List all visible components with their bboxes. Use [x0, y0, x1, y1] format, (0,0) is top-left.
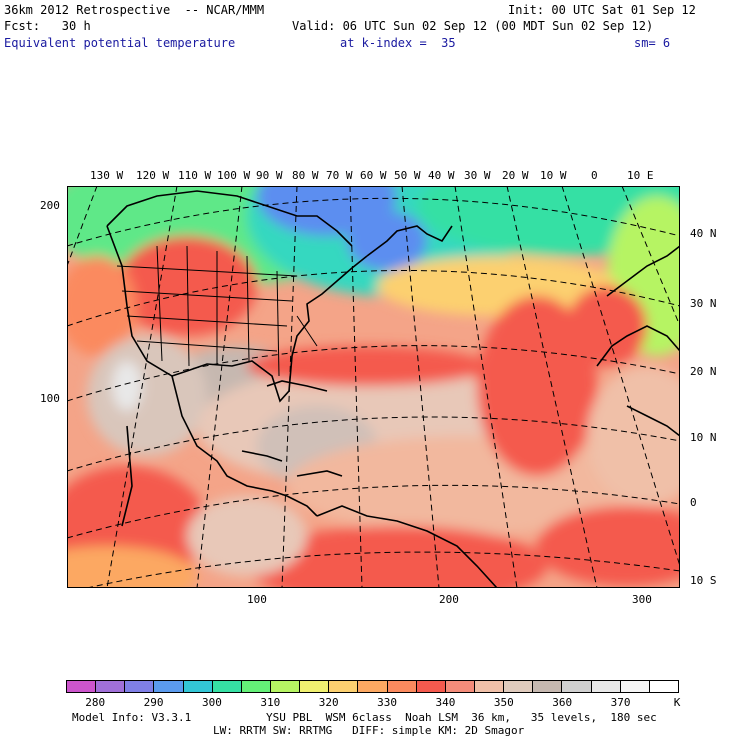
lon-label: 30 W: [464, 169, 491, 182]
grid-x-label: 200: [439, 593, 459, 606]
diffusion-info: LW: RRTM SW: RRTMG DIFF: simple KM: 2D S…: [213, 724, 525, 737]
colorbar-swatch: [154, 681, 184, 692]
lon-label: 60 W: [360, 169, 387, 182]
theta-e-shading: [67, 186, 680, 588]
colorbar-swatch: [649, 681, 678, 692]
colorbar-swatch: [591, 681, 621, 692]
political-borders: [116, 245, 318, 377]
lon-label: 20 W: [502, 169, 529, 182]
lat-label: 40 N: [690, 227, 717, 240]
model-title: 36km 2012 Retrospective -- NCAR/MMM: [4, 3, 265, 17]
colorbar-tick-label: 330: [377, 696, 398, 709]
colorbar-swatch: [416, 681, 446, 692]
coastlines: [106, 190, 680, 588]
colorbar-swatch: [270, 681, 301, 692]
model-info: Model Info: V3.3.1: [72, 711, 192, 724]
colorbar-tick-label: 290: [143, 696, 164, 709]
colorbar-swatch: [125, 681, 155, 692]
colorbar-swatch: [300, 681, 330, 692]
lat-label: 30 N: [690, 297, 717, 310]
lon-label: 50 W: [394, 169, 421, 182]
lon-label: 110 W: [178, 169, 212, 182]
grid-y-label: 200: [40, 199, 60, 212]
colorbar-tick-label: 370: [610, 696, 631, 709]
colorbar-tick-label: 350: [493, 696, 514, 709]
colorbar-swatch: [329, 681, 359, 692]
colorbar-swatch: [67, 681, 97, 692]
colorbar-swatch: [620, 681, 650, 692]
level-info: at k-index = 35: [340, 36, 456, 50]
lon-label: 90 W: [256, 169, 283, 182]
colorbar-tick-label: 320: [318, 696, 339, 709]
grid-x-label: 100: [247, 593, 267, 606]
lat-label: 0: [690, 496, 697, 509]
map-frame: [67, 186, 680, 588]
lon-label: 130 W: [90, 169, 124, 182]
grid-y-label: 100: [40, 392, 60, 405]
theta-e-map: [67, 186, 680, 588]
colorbar: [66, 680, 679, 693]
colorbar-tick-label: K: [673, 696, 681, 709]
lat-label: 10 S: [690, 574, 717, 587]
colorbar-swatch: [562, 681, 592, 692]
lon-label: 10 E: [627, 169, 654, 182]
lon-label: 70 W: [326, 169, 353, 182]
colorbar-ticks: 280 290 300 310 320 330 340 350 360 370 K: [66, 696, 681, 709]
forecast-hour: Fcst: 30 h: [4, 19, 91, 33]
colorbar-tick-label: 340: [435, 696, 456, 709]
grid-x-label: 300: [632, 593, 652, 606]
physics-info: YSU PBL WSM 6class Noah LSM 36 km, 35 le…: [266, 711, 657, 724]
lat-lon-grid: [67, 186, 680, 588]
init-time: Init: 00 UTC Sat 01 Sep 12: [508, 3, 696, 17]
colorbar-swatch: [358, 681, 388, 692]
colorbar-tick-label: 310: [260, 696, 281, 709]
lon-label: 0: [591, 169, 598, 182]
colorbar-swatch: [387, 681, 417, 692]
colorbar-swatch: [533, 681, 563, 692]
lat-label: 10 N: [690, 431, 717, 444]
colorbar-swatch: [474, 681, 505, 692]
valid-time: Valid: 06 UTC Sun 02 Sep 12 (00 MDT Sun …: [292, 19, 654, 33]
colorbar-tick-label: 360: [552, 696, 573, 709]
smoothing-info: sm= 6: [634, 36, 671, 50]
lon-label: 120 W: [136, 169, 170, 182]
colorbar-swatch: [241, 681, 271, 692]
colorbar-swatch: [183, 681, 213, 692]
lon-label: 80 W: [292, 169, 319, 182]
field-name: Equivalent potential temperature: [4, 36, 236, 50]
colorbar-swatch: [445, 681, 475, 692]
colorbar-swatch: [212, 681, 242, 692]
lat-label: 20 N: [690, 365, 717, 378]
colorbar-tick-label: 300: [202, 696, 222, 709]
lon-label: 100 W: [217, 169, 251, 182]
colorbar-swatch: [96, 681, 126, 692]
lon-label: 10 W: [540, 169, 567, 182]
lon-label: 40 W: [428, 169, 455, 182]
colorbar-swatch: [504, 681, 534, 692]
colorbar-tick-label: 280: [85, 696, 106, 709]
